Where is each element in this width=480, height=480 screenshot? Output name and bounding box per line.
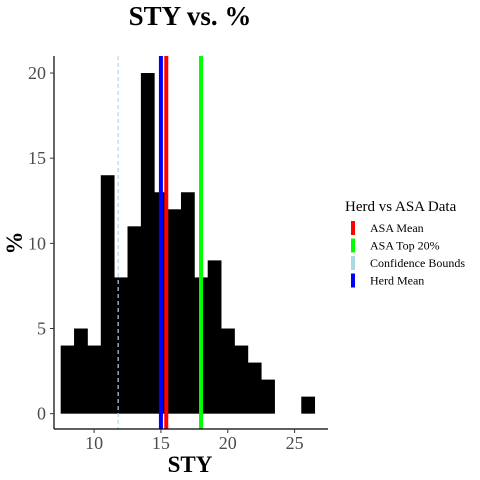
y-axis-label: %: [2, 232, 27, 255]
x-tick-label: 15: [152, 433, 170, 453]
plot-area: 10 15 20 25 0 5 10 15 20: [28, 56, 328, 453]
histogram-bar: [140, 73, 155, 414]
legend-label: Confidence Bounds: [370, 256, 465, 270]
histogram-bar: [100, 175, 115, 414]
y-tick-label: 5: [37, 319, 46, 339]
y-tick-label: 20: [28, 63, 46, 83]
x-tick-label: 25: [286, 433, 304, 453]
legend-label: ASA Top 20%: [370, 239, 440, 253]
x-tick-label: 20: [219, 433, 237, 453]
chart-title: STY vs. %: [129, 1, 252, 31]
histogram-bar: [261, 379, 275, 414]
histogram-bar: [221, 328, 235, 414]
legend-swatch: [351, 273, 355, 288]
histogram-bar: [247, 362, 262, 414]
histogram-bar: [180, 192, 195, 414]
x-axis-label: STY: [168, 452, 213, 477]
legend-label: Herd Mean: [370, 274, 424, 288]
y-tick-label: 15: [28, 148, 46, 168]
x-tick-label: 10: [85, 433, 103, 453]
legend-swatch: [351, 221, 355, 235]
histogram-bar: [74, 328, 88, 414]
legend-title: Herd vs ASA Data: [345, 199, 457, 215]
histogram-bar: [114, 277, 128, 414]
legend: Herd vs ASA Data ASA Mean ASA Top 20% Confi…: [345, 199, 465, 288]
histogram-bar: [207, 260, 222, 414]
legend-swatch: [351, 238, 355, 253]
histogram-bar: [60, 345, 75, 414]
histogram-bar: [87, 345, 102, 414]
y-tick-label: 0: [37, 404, 46, 424]
histogram-bar: [127, 226, 142, 414]
histogram-bar: [234, 345, 249, 414]
y-tick-label: 10: [28, 233, 46, 253]
histogram-bar: [301, 396, 316, 414]
legend-label: ASA Mean: [370, 221, 424, 235]
histogram-bar: [167, 209, 182, 414]
legend-swatch: [351, 256, 355, 270]
